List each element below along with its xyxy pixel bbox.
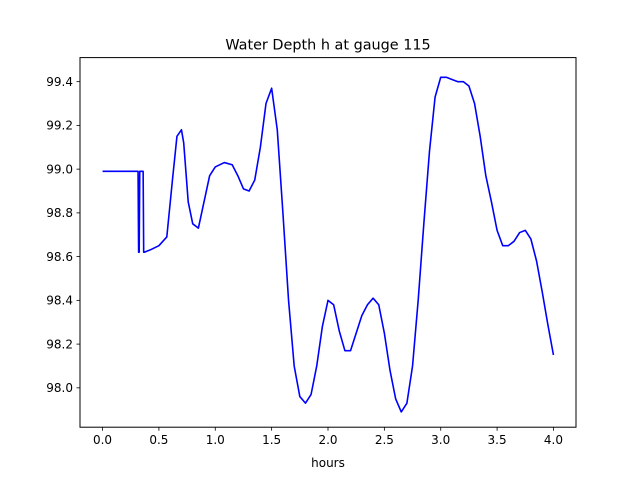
- x-axis-label: hours: [311, 456, 345, 470]
- x-tick-label: 4.0: [544, 433, 563, 447]
- x-tick-label: 1.5: [262, 433, 281, 447]
- y-tick-label: 98.6: [46, 250, 73, 264]
- series-line-0: [102, 76, 555, 413]
- y-tick-label: 98.4: [46, 294, 73, 308]
- y-tick-label: 99.0: [46, 162, 73, 176]
- x-tick-label: 2.5: [375, 433, 394, 447]
- series-layer: [102, 76, 555, 413]
- y-tick-label: 98.0: [46, 381, 73, 395]
- x-tick-label: 3.5: [488, 433, 507, 447]
- x-axis: 0.0 0.5 1.0 1.5 2.0 2.5 3.0 3.5 4.0: [93, 427, 563, 447]
- chart-title: Water Depth h at gauge 115: [225, 38, 430, 54]
- x-tick-label: 2.0: [318, 433, 337, 447]
- y-tick-label: 98.2: [46, 337, 73, 351]
- x-tick-label: 3.0: [431, 433, 450, 447]
- y-tick-label: 99.4: [46, 75, 73, 89]
- y-tick-label: 98.8: [46, 206, 73, 220]
- x-tick-label: 0.5: [149, 433, 168, 447]
- x-tick-label: 0.0: [93, 433, 112, 447]
- x-tick-label: 1.0: [206, 433, 225, 447]
- y-axis: 98.0 98.2 98.4 98.6 98.8 99.0 99.2 99.4: [46, 75, 80, 395]
- y-tick-label: 99.2: [46, 119, 73, 133]
